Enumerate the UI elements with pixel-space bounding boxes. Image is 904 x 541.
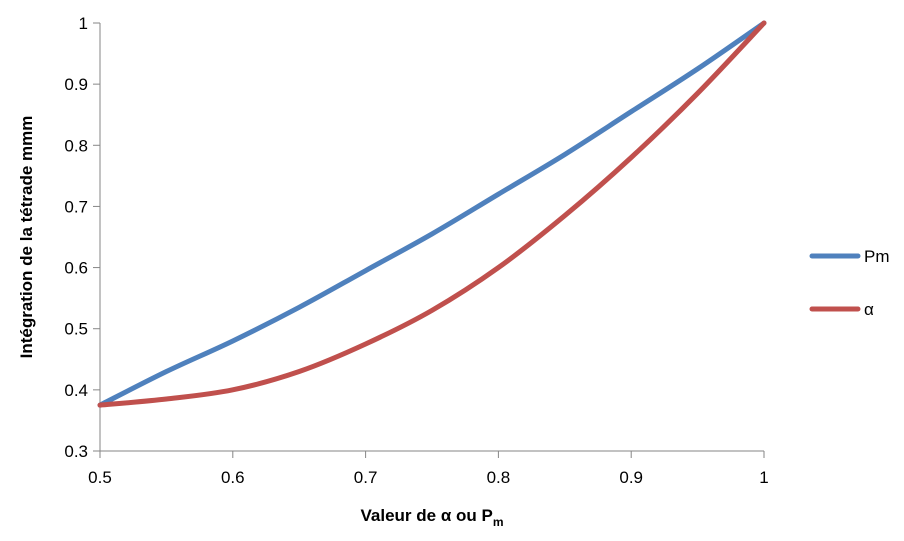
series-line-pm: [97, 20, 767, 408]
x-axis-title: Valeur de α ou Pm: [361, 506, 504, 529]
x-axis-title-main: Valeur de α ou P: [361, 506, 493, 525]
y-tick-label: 0.9: [64, 75, 88, 94]
legend: Pm α: [809, 247, 890, 319]
x-tick-label: 0.5: [88, 468, 112, 487]
series-line-alpha: [97, 20, 767, 408]
axes-layer: [99, 23, 764, 452]
x-axis-title-subscript: m: [493, 515, 504, 529]
x-tick-label: 1: [759, 468, 768, 487]
y-tick-label: 1: [79, 14, 88, 33]
x-tick-label: 0.9: [619, 468, 643, 487]
y-tick-label: 0.5: [64, 320, 88, 339]
y-tick-label: 0.8: [64, 136, 88, 155]
x-tick-label: 0.6: [221, 468, 245, 487]
y-tick-label: 0.3: [64, 442, 88, 461]
ticks-layer: 0.3 0.4 0.5 0.6 0.7 0.8 0.9 1 0.5 0.6 0.7 0.8 0.9 1: [64, 14, 768, 487]
y-axis-title: Intégration de la tétrade mmm: [17, 116, 36, 359]
series-layer: [97, 20, 767, 408]
y-tick-label: 0.7: [64, 197, 88, 216]
x-tick-label: 0.8: [487, 468, 511, 487]
legend-label-alpha: α: [864, 300, 874, 319]
legend-label-pm: Pm: [864, 247, 890, 266]
y-tick-label: 0.4: [64, 381, 88, 400]
y-tick-label: 0.6: [64, 259, 88, 278]
x-tick-label: 0.7: [354, 468, 378, 487]
